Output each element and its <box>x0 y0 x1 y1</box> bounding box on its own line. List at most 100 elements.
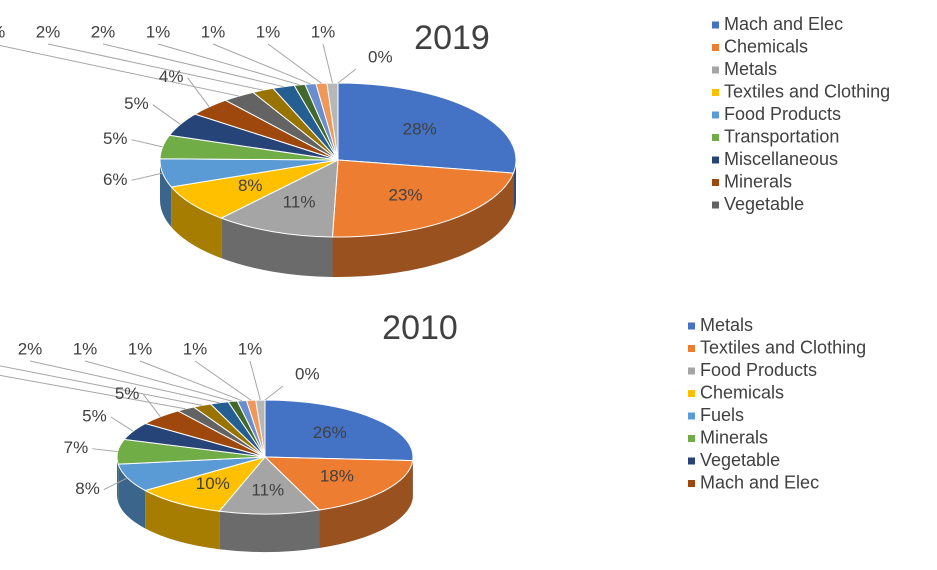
data-label: 1% <box>183 339 208 358</box>
legend-label: Vegetable <box>700 450 780 470</box>
legend-label: Food Products <box>724 104 841 124</box>
leader-line <box>249 360 261 401</box>
data-label: 6% <box>103 170 128 189</box>
leader-line <box>103 477 128 490</box>
data-label: 10% <box>196 474 230 493</box>
leader-line <box>102 43 284 88</box>
data-label: 2% <box>36 22 61 41</box>
slice-side <box>319 460 413 548</box>
leader-line <box>0 365 203 406</box>
legend-marker <box>688 457 695 465</box>
legend-label: Mach and Elec <box>724 14 843 34</box>
legend-marker <box>688 390 695 397</box>
legend-label: Food Products <box>700 360 817 380</box>
leader-line <box>212 43 311 85</box>
data-label: 1% <box>128 339 153 358</box>
pie <box>0 43 517 277</box>
legend-marker <box>712 134 719 141</box>
leader-line <box>29 360 220 404</box>
slice <box>337 82 517 174</box>
data-label: 0% <box>295 364 320 383</box>
data-label: 1% <box>256 22 281 41</box>
slice <box>143 456 267 512</box>
legend-label: Minerals <box>724 171 792 191</box>
legend-marker <box>712 201 719 209</box>
legend-marker <box>712 156 719 164</box>
legend-marker <box>712 21 719 29</box>
slice-side <box>221 218 333 277</box>
legend-label: Textiles and Clothing <box>724 81 890 101</box>
legend-label: Fuels <box>700 405 744 425</box>
legend-marker <box>688 480 695 487</box>
legend-label: Minerals <box>700 427 768 447</box>
data-label: 2% <box>91 22 116 41</box>
legend-label: Transportation <box>724 126 839 146</box>
legend-marker <box>688 322 695 330</box>
leader-line <box>337 68 357 84</box>
pie <box>0 360 414 552</box>
legend-label: Metals <box>700 315 753 335</box>
data-label: 1% <box>146 22 171 41</box>
data-label: 7% <box>64 438 89 457</box>
legend-label: Mach and Elec <box>700 472 819 492</box>
slice-side <box>219 509 320 552</box>
leader-line <box>131 172 163 181</box>
legend-label: Metals <box>724 59 777 79</box>
leader-line <box>92 448 118 453</box>
chart-title: 2019 <box>414 19 490 57</box>
leader-line <box>110 416 134 432</box>
slice-side <box>171 186 222 259</box>
legend-label: Textiles and Clothing <box>700 337 866 357</box>
legend-marker <box>688 412 695 420</box>
data-label: 1% <box>201 22 226 41</box>
slice-side <box>513 160 516 214</box>
leader-line <box>187 77 210 108</box>
slice-side <box>332 173 514 277</box>
slice <box>218 456 321 515</box>
leader-line <box>139 360 243 402</box>
data-label: 3% <box>0 22 5 41</box>
data-label: 5% <box>82 406 107 425</box>
data-label: 28% <box>403 120 437 139</box>
data-label: 18% <box>320 467 354 486</box>
data-label: 11% <box>251 481 284 500</box>
legend-marker <box>712 66 719 74</box>
data-label: 5% <box>103 129 128 148</box>
data-label: 11% <box>283 193 316 212</box>
legend-label: Miscellaneous <box>724 149 838 169</box>
slice <box>263 456 414 511</box>
data-label: 1% <box>73 339 98 358</box>
leader-line <box>0 44 239 97</box>
leader-line <box>194 360 252 401</box>
legend-label: Vegetable <box>724 194 804 214</box>
chart-title: 2010 <box>382 309 458 347</box>
data-label: 5% <box>124 94 149 113</box>
leader-line <box>267 43 322 84</box>
data-label: 8% <box>75 479 100 498</box>
leader-line <box>322 43 333 84</box>
data-label: 8% <box>238 176 263 195</box>
legend-marker <box>688 345 695 352</box>
data-label: 23% <box>388 185 422 204</box>
legend-marker <box>712 111 719 119</box>
slice-side <box>118 464 146 529</box>
data-label: 1% <box>311 22 336 41</box>
legend-marker <box>712 179 719 186</box>
legend-marker <box>712 89 719 96</box>
slice-side <box>145 490 220 550</box>
legend-marker <box>688 367 695 375</box>
data-label: 1% <box>238 339 263 358</box>
slice <box>331 159 515 238</box>
legend-label: Chemicals <box>700 382 784 402</box>
data-label: 0% <box>368 47 393 66</box>
slice <box>219 159 339 238</box>
data-label: 5% <box>115 384 140 403</box>
leader-line <box>47 43 264 91</box>
data-label: 4% <box>159 67 184 86</box>
slice-side <box>160 160 172 227</box>
leader-line <box>84 360 233 402</box>
leader-line <box>264 385 284 401</box>
data-label: 26% <box>313 423 347 442</box>
leader-line <box>143 394 161 417</box>
legend-marker <box>712 44 719 51</box>
